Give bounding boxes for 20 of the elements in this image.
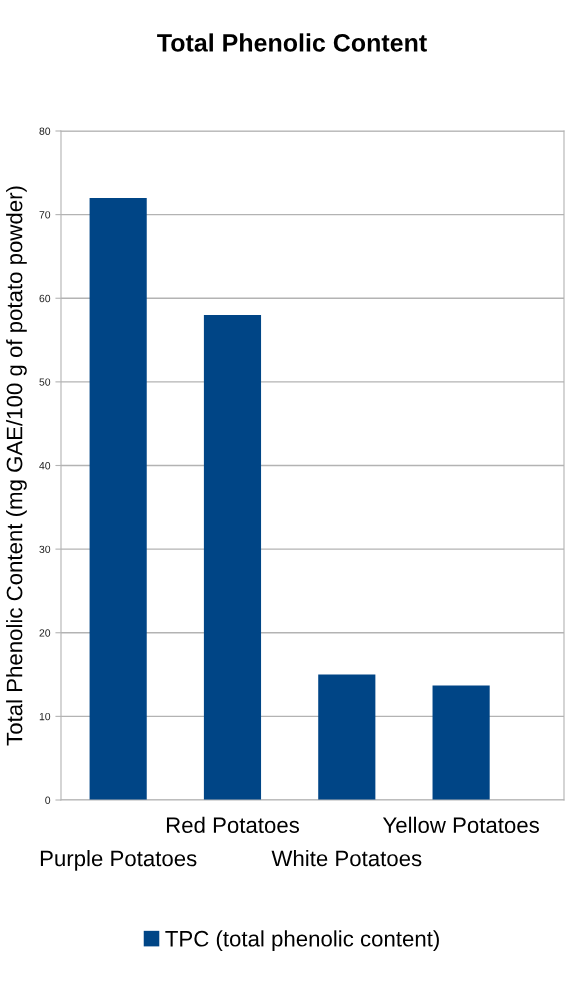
bar (432, 685, 490, 800)
y-tick-label: 40 (39, 462, 51, 470)
y-tick-label: 70 (39, 211, 51, 219)
y-tick-label: 10 (39, 712, 51, 721)
y-tick-label: 0 (45, 796, 51, 804)
chart-title: Total Phenolic Content (157, 33, 427, 52)
y-tick-label: 60 (39, 294, 51, 303)
y-tick-label: 80 (39, 127, 51, 135)
y-tick-label: 50 (39, 378, 51, 386)
y-tick-label: 20 (39, 629, 51, 637)
y-tick-label: 30 (39, 545, 51, 553)
bar (89, 197, 147, 800)
legend-label: TPC (total phenolic content) (165, 930, 439, 951)
bar (318, 674, 376, 800)
bar (203, 314, 262, 800)
y-axis-title: Total Phenolic Content (mg GAE/100 g of potato powder) (6, 186, 27, 746)
x-tick-label: Yellow Potatoes (382, 816, 539, 833)
x-tick-label: Red Potatoes (166, 816, 300, 833)
x-tick-label: White Potatoes (271, 850, 422, 867)
x-tick-label: Purple Potatoes (40, 850, 197, 871)
